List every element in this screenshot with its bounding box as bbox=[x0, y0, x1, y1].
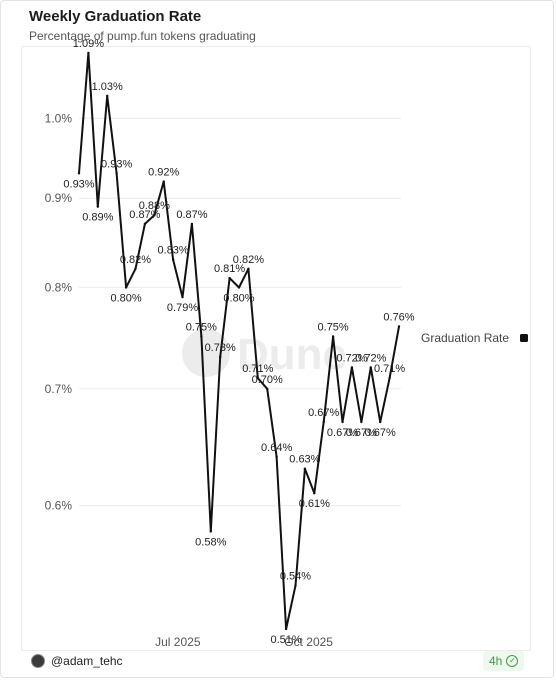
data-label: 0.80% bbox=[223, 293, 254, 305]
data-label: 0.51% bbox=[270, 634, 301, 646]
data-label: 0.80% bbox=[110, 293, 141, 305]
data-label: 1.03% bbox=[92, 81, 123, 93]
chart-subtitle: Percentage of pump.fun tokens graduating bbox=[29, 29, 256, 43]
data-label: 0.71% bbox=[374, 363, 405, 375]
legend-swatch bbox=[520, 334, 528, 342]
data-label: 0.67% bbox=[327, 427, 358, 439]
data-point bbox=[115, 172, 118, 175]
y-tick-label: 0.6% bbox=[45, 499, 73, 513]
age-badge[interactable]: 4h ✓ bbox=[483, 651, 525, 671]
data-point bbox=[388, 376, 391, 380]
data-point bbox=[87, 51, 90, 55]
data-label: 0.89% bbox=[82, 212, 113, 224]
data-point bbox=[77, 172, 81, 175]
data-label: 0.93% bbox=[63, 178, 94, 190]
data-point bbox=[218, 355, 222, 359]
data-label: 0.63% bbox=[289, 454, 320, 466]
y-tick-label: 0.8% bbox=[45, 281, 73, 295]
data-point bbox=[153, 214, 156, 217]
data-label: 0.75% bbox=[186, 321, 217, 333]
data-point bbox=[124, 286, 128, 289]
data-label: 0.92% bbox=[148, 167, 179, 179]
data-point bbox=[181, 295, 184, 299]
data-label: 1.09% bbox=[73, 38, 104, 50]
legend-label: Graduation Rate bbox=[421, 331, 509, 345]
data-point bbox=[247, 267, 250, 271]
data-label: 0.70% bbox=[252, 374, 283, 386]
plot-frame bbox=[21, 46, 531, 651]
chart-title: Weekly Graduation Rate bbox=[29, 8, 202, 25]
data-point bbox=[294, 584, 297, 587]
data-label: 0.72% bbox=[336, 352, 367, 364]
data-point bbox=[331, 335, 335, 338]
data-point bbox=[275, 455, 278, 458]
x-tick-label: Jul 2025 bbox=[155, 635, 201, 649]
y-tick-label: 0.7% bbox=[45, 382, 73, 396]
data-point bbox=[134, 267, 137, 271]
avatar[interactable] bbox=[31, 654, 45, 668]
data-label: 0.71% bbox=[242, 363, 273, 375]
data-point bbox=[209, 530, 212, 533]
watermark-logo bbox=[182, 329, 230, 377]
data-label: 0.72% bbox=[355, 352, 386, 364]
data-point bbox=[341, 420, 344, 424]
data-point bbox=[143, 222, 147, 226]
data-label: 0.93% bbox=[101, 158, 132, 170]
data-label: 0.54% bbox=[280, 571, 311, 583]
data-point bbox=[96, 205, 100, 208]
data-point bbox=[360, 420, 363, 424]
data-label: 0.82% bbox=[120, 254, 151, 266]
data-point bbox=[303, 467, 307, 470]
data-point bbox=[284, 627, 288, 631]
data-label: 0.87% bbox=[129, 209, 160, 221]
data-label: 0.82% bbox=[233, 254, 264, 266]
data-point bbox=[256, 376, 260, 380]
data-point bbox=[106, 94, 109, 98]
data-point bbox=[313, 491, 316, 495]
data-label: 0.88% bbox=[139, 200, 170, 212]
data-point bbox=[350, 366, 354, 369]
data-point bbox=[190, 222, 194, 226]
data-label: 0.81% bbox=[214, 263, 245, 275]
data-point bbox=[162, 180, 165, 183]
data-label: 0.87% bbox=[176, 209, 207, 221]
data-label: 0.79% bbox=[167, 302, 198, 314]
data-point bbox=[200, 335, 203, 338]
author-handle[interactable]: @adam_tehc bbox=[51, 654, 123, 668]
data-label: 0.76% bbox=[383, 311, 414, 323]
data-point bbox=[378, 420, 382, 424]
data-label: 0.64% bbox=[261, 442, 292, 454]
data-label: 0.83% bbox=[158, 245, 189, 257]
data-point bbox=[369, 366, 372, 369]
y-tick-label: 1.0% bbox=[45, 111, 73, 125]
data-point bbox=[266, 387, 269, 391]
data-label: 0.58% bbox=[195, 536, 226, 548]
x-tick-label: Oct 2025 bbox=[284, 635, 333, 649]
check-circle-icon: ✓ bbox=[506, 655, 519, 667]
data-label: 0.67% bbox=[365, 427, 396, 439]
data-point bbox=[322, 420, 325, 424]
data-label: 0.67% bbox=[308, 407, 339, 419]
data-point bbox=[228, 276, 231, 280]
data-label: 0.61% bbox=[299, 498, 330, 510]
data-label: 0.67% bbox=[346, 427, 377, 439]
data-label: 0.75% bbox=[318, 321, 349, 333]
data-point bbox=[397, 325, 401, 328]
data-point bbox=[237, 286, 241, 289]
data-label: 0.73% bbox=[205, 342, 236, 354]
age-label: 4h bbox=[489, 654, 503, 668]
data-point bbox=[171, 258, 175, 261]
y-tick-label: 0.9% bbox=[45, 191, 73, 205]
